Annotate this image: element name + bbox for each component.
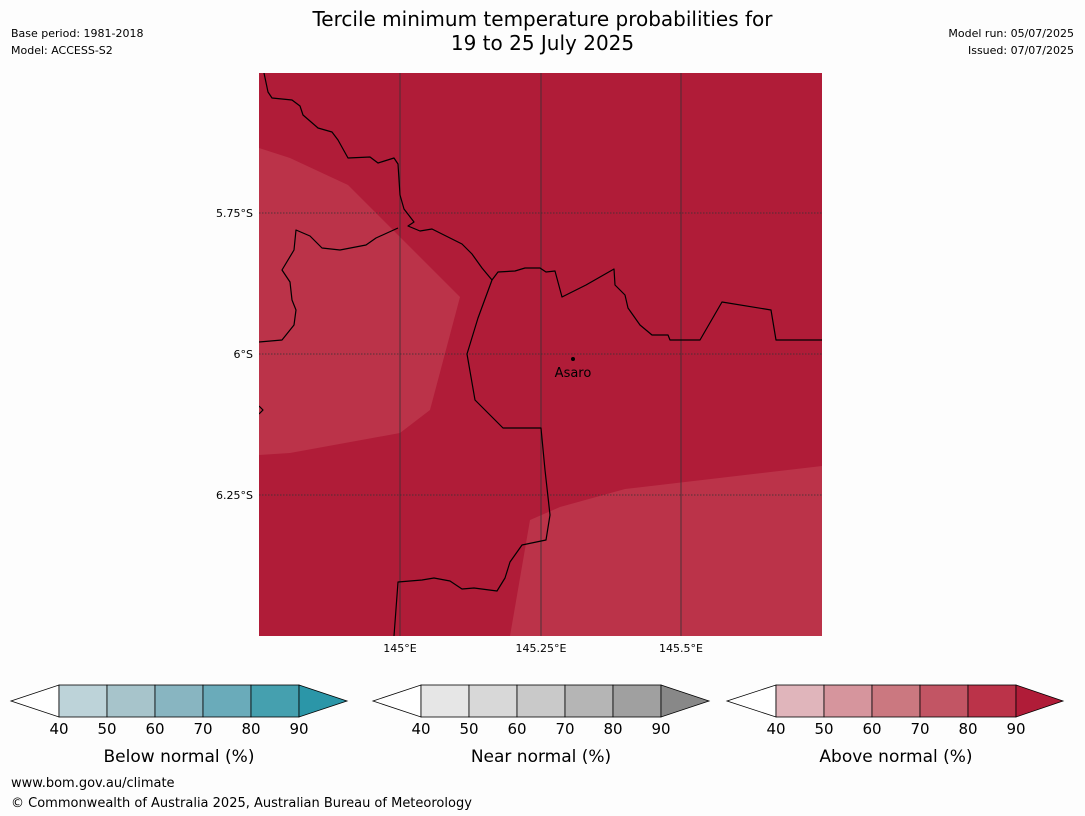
colorbar-tick-label: 70 [193, 720, 212, 738]
colorbar-tick-label: 50 [97, 720, 116, 738]
colorbar-tick-label: 40 [49, 720, 68, 738]
place-label: Asaro [555, 366, 592, 381]
lat-label-5-75S: 5.75°S [216, 207, 253, 220]
prob-region-80-southeast [510, 466, 822, 636]
colorbar-segment [202, 684, 252, 718]
colorbar-extend-low [725, 684, 777, 718]
colorbar-extend-high [660, 684, 711, 718]
colorbar-label-near: Near normal (%) [471, 747, 611, 767]
footer-website: www.bom.gov.au/climate [11, 776, 175, 791]
colorbar-tick-label: 90 [289, 720, 308, 738]
colorbar-extend-high [1015, 684, 1065, 718]
colorbar-tick-label: 70 [910, 720, 929, 738]
colorbar-tick-label: 50 [459, 720, 478, 738]
colorbar-tick-label: 90 [651, 720, 670, 738]
lat-tick-labels: 5.75°S 6°S 6.25°S [216, 207, 253, 502]
colorbar-segment [154, 684, 204, 718]
colorbar-segment [612, 684, 662, 718]
colorbar-tick-label: 80 [241, 720, 260, 738]
place-marker [571, 357, 575, 361]
colorbar-extend-low [9, 684, 60, 718]
colorbar-tick-label: 60 [145, 720, 164, 738]
colorbar-extend-low [371, 684, 422, 718]
colorbar-tick-label: 60 [862, 720, 881, 738]
colorbar-segment [516, 684, 566, 718]
colorbar-segment [250, 684, 300, 718]
lat-label-6-25S: 6.25°S [216, 489, 253, 502]
border-central [393, 279, 551, 636]
lon-label-145E: 145°E [383, 642, 416, 655]
lon-label-145-5E: 145.5°E [659, 642, 703, 655]
colorbar-segment [58, 684, 108, 718]
model-name: Model: ACCESS-S2 [11, 44, 113, 57]
colorbar-label-below: Below normal (%) [104, 747, 255, 767]
colorbar-tick-label: 90 [1006, 720, 1025, 738]
lon-tick-labels: 145°E 145.25°E 145.5°E [383, 642, 703, 655]
title-line-2: 19 to 25 July 2025 [450, 31, 635, 55]
colorbar-tick-label: 80 [603, 720, 622, 738]
prob-region-80-west [259, 148, 460, 455]
colorbar-segment [420, 684, 470, 718]
meta-right: Model run: 05/07/2025 Issued: 07/07/2025 [948, 25, 1074, 59]
colorbar-segment [823, 684, 873, 718]
colorbar-segment [775, 684, 825, 718]
map-area[interactable]: Asaro [259, 73, 822, 636]
colorbar-tick-label: 50 [814, 720, 833, 738]
footer: www.bom.gov.au/climate © Commonwealth of… [11, 774, 472, 814]
model-run: Model run: 05/07/2025 [948, 27, 1074, 40]
colorbar-tick-label: 70 [555, 720, 574, 738]
colorbar-label-above: Above normal (%) [819, 747, 972, 767]
chart-title: Tercile minimum temperature probabilitie… [0, 7, 1085, 55]
colorbar-tick-label: 80 [958, 720, 977, 738]
colorbar-tick-label: 60 [507, 720, 526, 738]
colorbar-segment [106, 684, 156, 718]
colorbar-above-normal: 40 50 60 70 80 90 [725, 684, 1065, 738]
border-west-edge [259, 405, 264, 415]
colorbar-tick-label: 40 [766, 720, 785, 738]
colorbar-segment [871, 684, 921, 718]
footer-copyright: © Commonwealth of Australia 2025, Austra… [11, 796, 472, 811]
place-asaro[interactable]: Asaro [555, 357, 592, 381]
colorbar-below-normal: 40 50 60 70 80 90 [9, 684, 349, 738]
lat-label-6S: 6°S [234, 348, 253, 361]
colorbar-tick-label: 40 [411, 720, 430, 738]
border-north [263, 73, 822, 341]
colorbar-extend-high [298, 684, 349, 718]
lon-label-145-25E: 145.25°E [516, 642, 567, 655]
colorbar-near-normal: 40 50 60 70 80 90 [371, 684, 711, 738]
colorbar-segment [919, 684, 969, 718]
gridlines [259, 73, 822, 636]
base-period: Base period: 1981-2018 [11, 27, 144, 40]
colorbar-segment [468, 684, 518, 718]
issued-date: Issued: 07/07/2025 [967, 44, 1074, 57]
meta-left: Base period: 1981-2018 Model: ACCESS-S2 [11, 25, 143, 59]
province-borders [259, 73, 822, 636]
colorbar-segment [967, 684, 1017, 718]
title-line-1: Tercile minimum temperature probabilitie… [312, 7, 773, 31]
border-west [259, 227, 399, 343]
colorbar-segment [564, 684, 614, 718]
